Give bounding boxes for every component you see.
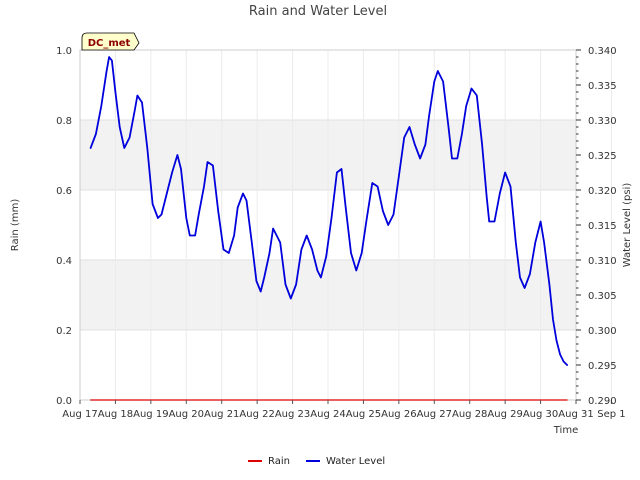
- y-tick-label: 0.2: [56, 326, 72, 337]
- y2-axis-title: Water Level (psi): [622, 183, 633, 268]
- x-tick-label: Aug 27: [417, 409, 452, 420]
- x-tick-label: Sep 1: [597, 409, 625, 420]
- legend: Rain Water Level: [248, 456, 385, 467]
- badge-shape: [81, 32, 140, 51]
- y2-tick-label: 0.315: [588, 221, 617, 232]
- y2-tick-label: 0.335: [588, 81, 617, 92]
- x-tick-label: Aug 29: [487, 409, 522, 420]
- y-tick-label: 0.8: [56, 116, 72, 127]
- x-tick-label: Aug 18: [98, 409, 133, 420]
- legend-label-water-level: Water Level: [326, 456, 385, 467]
- x-tick-label: Aug 25: [346, 409, 381, 420]
- series-layer: [89, 56, 568, 401]
- legend-label-rain: Rain: [268, 456, 290, 467]
- x-tick-label: Aug 23: [275, 409, 310, 420]
- x-tick-label: Aug 26: [381, 409, 416, 420]
- station-badge: DC_met: [81, 32, 140, 51]
- y2-tick-label: 0.330: [588, 116, 617, 127]
- x-tick-label: Aug 17: [62, 409, 97, 420]
- y2-tick-label: 0.325: [588, 151, 617, 162]
- y-axis-left: 0.0 0.2 0.4 0.6 0.8 1.0: [56, 46, 72, 407]
- x-tick-label: Aug 30: [523, 409, 558, 420]
- x-tick-label: Aug 19: [133, 409, 168, 420]
- y2-tick-label: 0.305: [588, 291, 617, 302]
- y2-tick-label: 0.295: [588, 361, 617, 372]
- y2-tick-label: 0.310: [588, 256, 617, 267]
- x-tick-label: Aug 22: [239, 409, 274, 420]
- x-tick-label: Aug 24: [310, 409, 345, 420]
- x-tick-label: Aug 31: [558, 409, 593, 420]
- y-tick-label: 0.0: [56, 396, 72, 407]
- y2-tick-label: 0.300: [588, 326, 617, 337]
- y2-tick-label: 0.340: [588, 46, 617, 57]
- y-axis-title: Rain (mm): [10, 199, 21, 252]
- y-axis-right: 0.290 0.295 0.300 0.305 0.310 0.315 0.320 0.325…: [576, 46, 617, 407]
- grid: [79, 49, 612, 401]
- y2-tick-label: 0.290: [588, 396, 617, 407]
- y2-tick-label: 0.320: [588, 186, 617, 197]
- series-line-water-level: [89, 56, 568, 366]
- x-tick-label: Aug 28: [452, 409, 487, 420]
- x-axis-title: Time: [553, 425, 578, 436]
- badge-label: DC_met: [88, 38, 131, 49]
- x-tick-label: Aug 20: [169, 409, 204, 420]
- y-tick-label: 0.6: [56, 186, 72, 197]
- y-tick-label: 1.0: [56, 46, 72, 57]
- x-tick-label: Aug 21: [204, 409, 239, 420]
- y-tick-label: 0.4: [56, 256, 72, 267]
- x-axis: Aug 17 Aug 18 Aug 19 Aug 20 Aug 21 Aug 22 Aug …: [62, 400, 626, 420]
- chart-title: Rain and Water Level: [249, 4, 387, 19]
